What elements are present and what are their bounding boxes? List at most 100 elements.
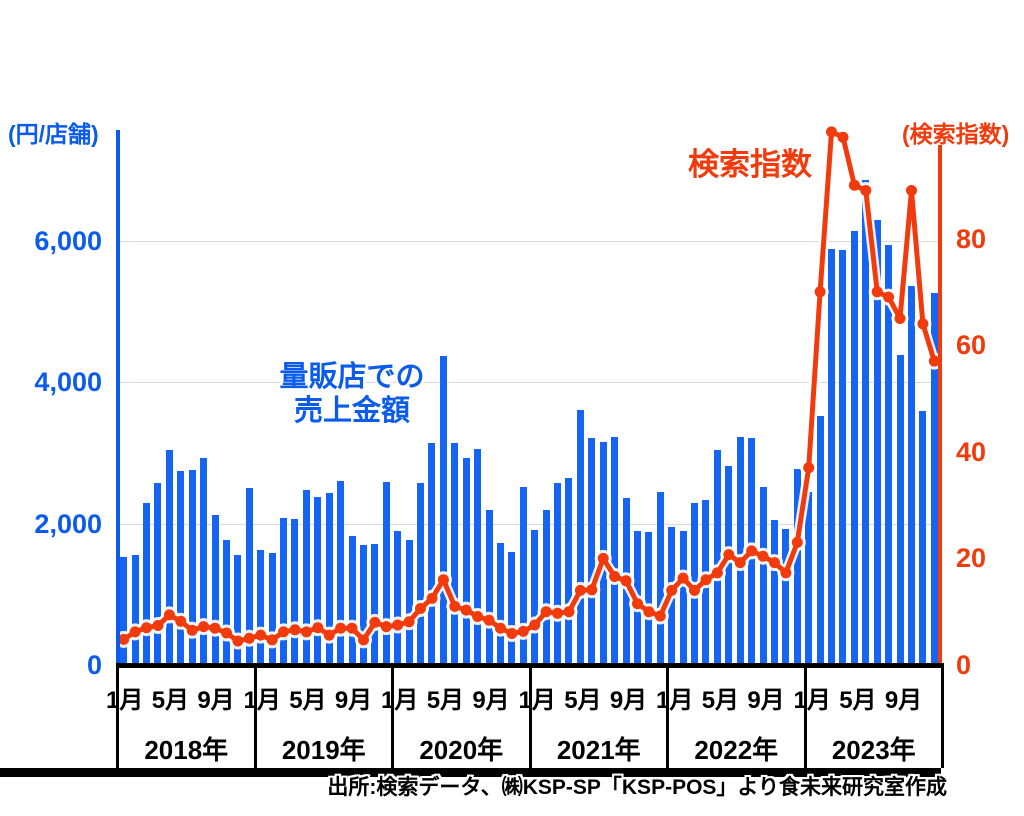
search-point (746, 545, 758, 557)
search-point (300, 626, 312, 638)
gridline-2000 (118, 523, 940, 525)
sales-bar (417, 483, 425, 665)
sales-bar (508, 551, 516, 665)
sales-bar (211, 515, 219, 665)
search-point (563, 606, 575, 618)
search-point (392, 619, 404, 631)
month-tick-2023年-1月: 1月 (793, 687, 831, 714)
sales-bar (302, 489, 310, 665)
search-point (586, 584, 598, 596)
month-tick-2019年-9月: 9月 (334, 687, 373, 714)
sales-bar (588, 438, 596, 665)
sales-bar (177, 471, 185, 665)
right-tick-40: 40 (956, 436, 987, 467)
sales-bar (165, 450, 173, 665)
search-point (186, 624, 198, 636)
month-tick-2021年-1月: 1月 (518, 687, 556, 714)
sales-bar (120, 556, 128, 665)
sales-bar (131, 554, 139, 665)
gridline-4000 (118, 382, 940, 384)
month-tick-2021年-5月: 5月 (564, 687, 602, 714)
month-tick-2018年-9月: 9月 (197, 687, 235, 714)
search-point (769, 557, 780, 569)
year-label: 2023年 (831, 735, 916, 765)
search-point (734, 557, 746, 569)
search-point (221, 627, 232, 639)
sales-bar (793, 468, 801, 665)
search-point (472, 611, 484, 622)
right-axis-title: (検索指数) (902, 121, 1010, 147)
search-point (871, 286, 883, 298)
year-cell-2022年: 1月 5月 9月 2022年 (656, 668, 807, 768)
sales-bar (222, 539, 230, 665)
search-point (312, 622, 324, 634)
sales-bar (542, 510, 550, 665)
month-tick-2022年-5月: 5月 (701, 687, 740, 714)
sales-bar (474, 448, 482, 665)
x-axis-year-table: 1月 5月 9月 2018年 1月 5月 9月 2019年 1月 5月 9月 2020年 1月 5月 9月 2… (106, 663, 944, 768)
sales-bar (451, 443, 459, 665)
search-point (460, 604, 472, 616)
search-point (848, 179, 860, 191)
sales-bar (485, 510, 493, 665)
sales-bar (348, 536, 356, 665)
search-point (483, 614, 495, 626)
sales-bar (862, 179, 870, 665)
sales-bar (839, 250, 847, 665)
sales-bar (816, 416, 824, 665)
year-cell-2018年: 1月 5月 9月 2018年 (106, 668, 257, 768)
search-point (791, 536, 803, 548)
sales-bar (850, 231, 858, 665)
sales-annotation: 量販店での 売上金額 (279, 360, 424, 428)
sales-bar (143, 503, 151, 665)
month-tick-2019年-1月: 1月 (243, 687, 281, 714)
search-point (415, 603, 426, 614)
sales-bar (782, 528, 790, 665)
search-point (643, 606, 655, 618)
sales-bar (394, 531, 402, 665)
month-tick-2023年-5月: 5月 (839, 687, 877, 714)
search-point (803, 462, 815, 474)
plot-area (115, 123, 943, 665)
sales-bar (496, 543, 504, 665)
sales-bar (896, 354, 904, 665)
search-point (917, 318, 929, 330)
search-point (837, 131, 849, 143)
sales-bar (611, 436, 619, 665)
left-axis-line (116, 130, 120, 665)
left-axis-title: (円/店舗) (8, 121, 99, 147)
search-point (906, 185, 917, 196)
sales-bar (576, 409, 584, 665)
sales-bar (188, 469, 196, 665)
sales-bar (154, 483, 162, 665)
sales-bar (759, 486, 767, 665)
sales-bar (656, 491, 664, 665)
gridline-6000 (118, 241, 940, 242)
source-attribution: 出所:検索データ、㈱KSP-SP「KSP-POS」より食未来研究室作成 (327, 776, 947, 799)
sales-bar (565, 478, 573, 665)
sales-bar (371, 544, 379, 665)
month-tick-2018年-5月: 5月 (151, 687, 190, 714)
year-cell-2019年: 1月 5月 9月 2019年 (244, 668, 394, 768)
search-point (711, 567, 723, 579)
search-point (209, 622, 221, 634)
search-point (597, 552, 609, 564)
search-point (540, 606, 552, 618)
right-tick-80: 80 (956, 223, 987, 254)
search-point (266, 634, 278, 646)
sales-bar (280, 518, 288, 665)
search-point (689, 584, 700, 596)
month-tick-2021年-9月: 9月 (609, 687, 648, 714)
search-point (517, 625, 529, 637)
sales-bar (200, 457, 208, 665)
sales-bar (439, 356, 447, 665)
search-point (141, 622, 152, 634)
sales-bar (645, 532, 653, 665)
sales-bar (531, 530, 539, 665)
search-point (232, 635, 244, 647)
year-label: 2020年 (419, 735, 504, 765)
sales-bar (382, 481, 390, 665)
search-point (552, 607, 563, 619)
search-index-line (115, 123, 943, 650)
search-point (129, 626, 141, 638)
